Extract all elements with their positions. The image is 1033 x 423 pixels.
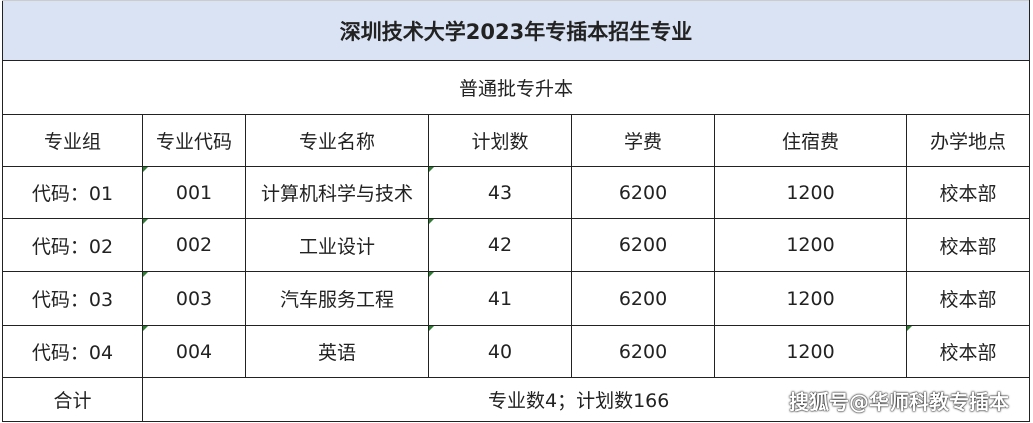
table-cell: 校本部	[905, 218, 1031, 272]
table-cell: 43	[428, 166, 572, 219]
header-row: 专业组 专业代码 专业名称 计划数 学费 住宿费 办学地点	[2, 114, 1031, 167]
batch-subtitle: 普通批专升本	[1, 60, 1031, 115]
table-cell: 6200	[571, 166, 715, 219]
table-row: 代码：04 004 英语 40 6200 1200 校本部	[2, 325, 1031, 378]
table-cell: 校本部	[905, 166, 1031, 219]
column-header: 计划数	[428, 114, 572, 167]
table-cell: 002	[142, 218, 246, 272]
table-cell: 6200	[571, 218, 715, 272]
table-cell: 英语	[245, 325, 429, 378]
table-cell: 003	[142, 271, 246, 326]
table-cell: 汽车服务工程	[245, 271, 429, 326]
table-cell: 代码：04	[2, 325, 143, 378]
watermark: 搜狐号@华师科教专插本	[789, 390, 1009, 414]
column-header: 学费	[571, 114, 715, 167]
table-row: 代码：03 003 汽车服务工程 41 6200 1200 校本部	[2, 271, 1031, 326]
table-cell: 42	[428, 218, 572, 272]
table-cell: 1200	[714, 218, 907, 272]
table-cell: 校本部	[905, 325, 1031, 378]
table-cell: 1200	[714, 166, 907, 219]
column-header: 专业名称	[245, 114, 429, 167]
table-title: 深圳技术大学2023年专插本招生专业	[1, 0, 1031, 61]
total-text: 专业数4；计划数166	[141, 377, 1031, 422]
table-cell: 6200	[571, 325, 715, 378]
table-cell: 代码：02	[2, 218, 143, 272]
column-header: 住宿费	[714, 114, 907, 167]
total-label: 合计	[2, 377, 143, 422]
column-header: 专业代码	[142, 114, 246, 167]
table-cell: 代码：01	[2, 166, 143, 219]
column-header: 办学地点	[905, 114, 1031, 167]
table-cell: 1200	[714, 271, 907, 326]
table-cell: 代码：03	[2, 271, 143, 326]
total-row: 合计 专业数4；计划数166	[2, 377, 1031, 422]
table-cell: 40	[428, 325, 572, 378]
table-cell: 6200	[571, 271, 715, 326]
table-cell: 工业设计	[245, 218, 429, 272]
table-row: 代码：01 001 计算机科学与技术 43 6200 1200 校本部	[2, 166, 1031, 219]
column-header: 专业组	[2, 114, 143, 167]
table-cell: 校本部	[905, 271, 1031, 326]
table-cell: 1200	[714, 325, 907, 378]
table-cell: 41	[428, 271, 572, 326]
table-cell: 计算机科学与技术	[245, 166, 429, 219]
table-cell: 001	[142, 166, 246, 219]
table-cell: 004	[142, 325, 246, 378]
table-row: 代码：02 002 工业设计 42 6200 1200 校本部	[2, 218, 1031, 272]
